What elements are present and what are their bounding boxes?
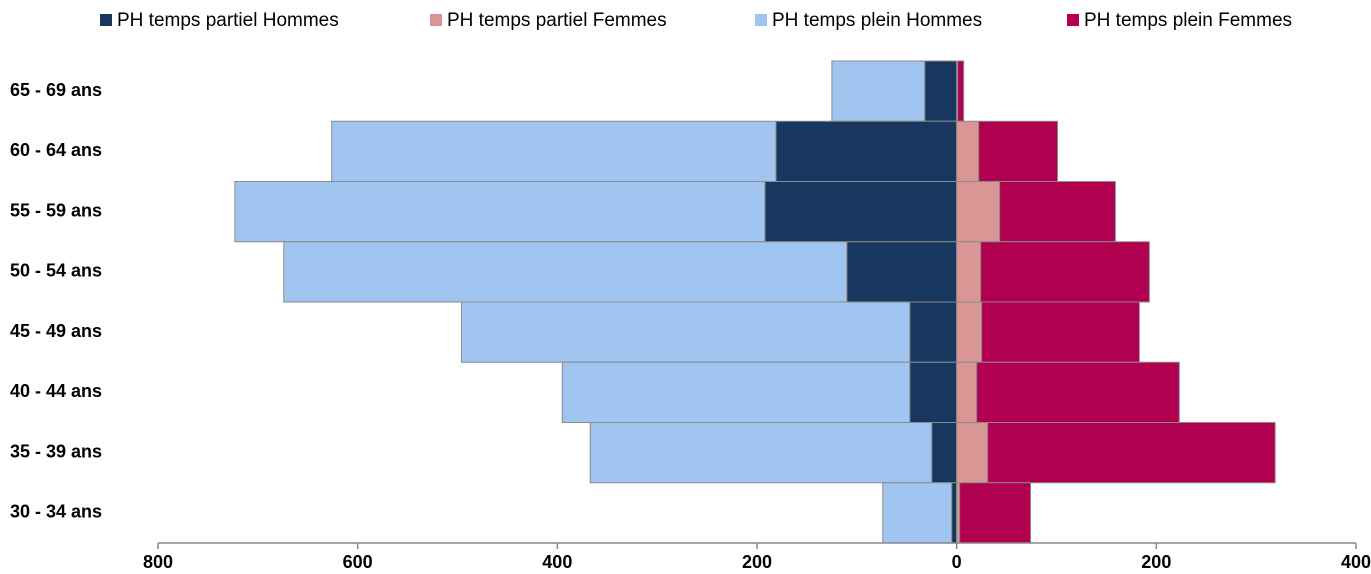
legend-swatch xyxy=(1067,14,1079,26)
legend-label: PH temps plein Femmes xyxy=(1084,10,1292,31)
bar xyxy=(924,60,958,122)
bar xyxy=(909,361,958,423)
bar xyxy=(882,482,953,544)
bar xyxy=(951,482,958,544)
bar xyxy=(589,422,933,484)
bar xyxy=(846,241,958,303)
y-tick-label: 50 - 54 ans xyxy=(10,261,102,281)
bar xyxy=(956,241,982,303)
legend-swatch xyxy=(100,14,112,26)
bar xyxy=(981,301,1140,363)
bar xyxy=(956,422,989,484)
y-tick-label: 35 - 39 ans xyxy=(10,441,102,461)
bar xyxy=(957,60,965,122)
x-tick-label: 600 xyxy=(343,552,373,572)
bar xyxy=(978,120,1058,182)
bar xyxy=(976,361,1180,423)
x-tick-label: 200 xyxy=(742,552,772,572)
legend-label: PH temps plein Hommes xyxy=(772,10,982,31)
y-tick-label: 30 - 34 ans xyxy=(10,502,102,522)
x-tick-label: 800 xyxy=(143,552,173,572)
y-tick-label: 60 - 64 ans xyxy=(10,140,102,160)
bar xyxy=(764,181,958,243)
bar xyxy=(831,60,926,122)
bar xyxy=(956,120,980,182)
x-tick-label: 0 xyxy=(952,552,962,572)
legend-swatch xyxy=(430,14,442,26)
bar xyxy=(956,301,983,363)
legend-swatch xyxy=(755,14,767,26)
legend-label: PH temps partiel Hommes xyxy=(117,10,339,31)
x-tick-label: 400 xyxy=(542,552,572,572)
bar xyxy=(561,361,911,423)
bar xyxy=(980,241,1150,303)
bar xyxy=(460,301,911,363)
y-tick-label: 65 - 69 ans xyxy=(10,80,102,100)
bar xyxy=(931,422,958,484)
bar xyxy=(909,301,958,363)
y-tick-label: 55 - 59 ans xyxy=(10,200,102,220)
bar xyxy=(987,422,1276,484)
x-tick-label: 400 xyxy=(1341,552,1371,572)
bar xyxy=(331,120,777,182)
legend-label: PH temps partiel Femmes xyxy=(447,10,667,31)
y-tick-label: 45 - 49 ans xyxy=(10,321,102,341)
bar xyxy=(283,241,848,303)
bar xyxy=(775,120,958,182)
x-tick-label: 200 xyxy=(1141,552,1171,572)
bar xyxy=(959,482,1032,544)
bar xyxy=(956,181,1001,243)
y-tick-label: 40 - 44 ans xyxy=(10,381,102,401)
bar xyxy=(956,361,978,423)
bar xyxy=(234,181,766,243)
bar xyxy=(999,181,1116,243)
